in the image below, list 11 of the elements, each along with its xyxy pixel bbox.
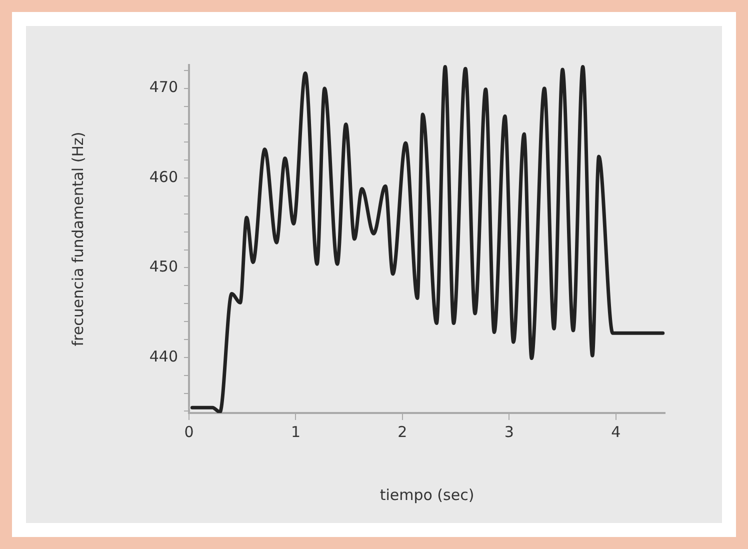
y-tick-label: 450 bbox=[149, 258, 178, 276]
x-tick-label: 4 bbox=[611, 422, 621, 441]
y-tick-label: 440 bbox=[149, 347, 178, 366]
x-tick-label: 1 bbox=[290, 422, 300, 441]
y-tick-label: 470 bbox=[149, 78, 178, 96]
y-axis-title: frecuencia fundamental (Hz) bbox=[68, 132, 87, 346]
y-tick-label: 460 bbox=[149, 168, 178, 186]
x-tick-label: 2 bbox=[398, 422, 408, 441]
x-tick-label: 0 bbox=[184, 422, 194, 441]
x-tick-label: 3 bbox=[504, 422, 514, 441]
x-axis-title: tiempo (sec) bbox=[380, 486, 474, 504]
